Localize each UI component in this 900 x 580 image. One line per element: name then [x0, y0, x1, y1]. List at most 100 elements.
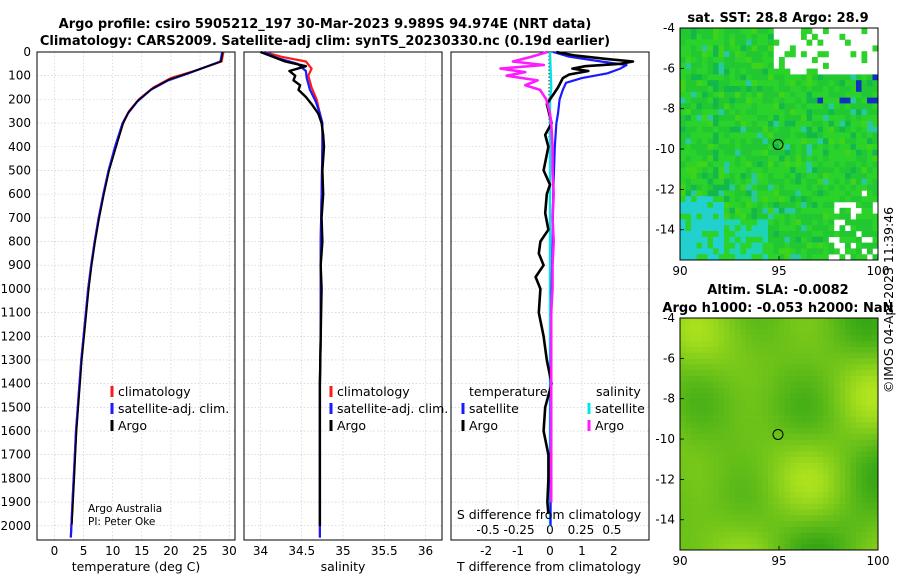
sla-cell [817, 335, 824, 342]
sst-cell [834, 91, 840, 98]
sla-cell [707, 341, 714, 348]
sst-cell [707, 173, 714, 180]
sst-cell [680, 57, 686, 64]
sla-cell [828, 387, 835, 394]
sst-cell [790, 242, 796, 249]
sla-cell [839, 503, 846, 510]
sst-cell [839, 132, 846, 139]
sla-cell [867, 474, 873, 481]
sst-cell [718, 144, 725, 151]
sla-cell [834, 410, 840, 417]
sst-cell [806, 109, 813, 116]
sla-cell [801, 364, 807, 371]
sst-cell [839, 254, 846, 261]
sst-cell [757, 45, 763, 52]
sla-cell [718, 492, 725, 499]
sst-cell [867, 225, 873, 232]
sst-cell [861, 149, 868, 156]
sst-cell [839, 74, 846, 81]
sst-cell [702, 248, 708, 255]
sst-cell [696, 207, 703, 214]
sst-cell [713, 190, 719, 197]
sst-cell [696, 178, 703, 185]
sla-cell [834, 439, 840, 446]
sla-cell [812, 410, 818, 417]
sst-cell [784, 132, 791, 139]
sla-cell [696, 451, 703, 458]
sst-cell [702, 120, 708, 127]
sla-cell [735, 335, 741, 342]
sla-cell [768, 422, 774, 429]
sst-cell [823, 231, 829, 238]
sst-cell [729, 120, 736, 127]
sla-cell [784, 538, 791, 545]
sla-cell [779, 509, 785, 516]
sst-cell [691, 213, 697, 220]
sst-cell [817, 196, 824, 203]
sla-cell [861, 422, 868, 429]
sst-cell [768, 207, 774, 214]
sst-cell [707, 80, 714, 87]
sst-cell [685, 161, 692, 168]
sst-cell [757, 138, 763, 145]
sla-cell [691, 468, 697, 475]
sla-cell [746, 538, 752, 545]
sst-cell [680, 173, 686, 180]
sst-cell [724, 126, 730, 133]
sst-cell [872, 236, 879, 243]
sst-cell [834, 167, 840, 174]
sla-cell [746, 352, 752, 359]
sla-cell [696, 428, 703, 435]
sla-cell [718, 445, 725, 452]
temperature-axes-frame [36, 51, 236, 541]
sla-cell [751, 347, 758, 354]
sst-cell [795, 126, 802, 133]
sst-cell [718, 202, 725, 209]
sla-cell [735, 457, 741, 464]
sst-cell [762, 132, 769, 139]
sla-cell [801, 416, 807, 423]
sst-cell [856, 86, 862, 93]
sst-cell [757, 248, 763, 255]
sst-cell [784, 80, 791, 87]
sla-cell [845, 335, 851, 342]
sla-cell [779, 422, 785, 429]
sla-cell [735, 329, 741, 336]
sst-cell [680, 213, 686, 220]
sla-cell [735, 422, 741, 429]
sst-cell [735, 242, 741, 249]
sst-cell [696, 190, 703, 197]
sst-cell [768, 28, 774, 35]
sst-cell [757, 51, 763, 58]
sst-cell [872, 149, 879, 156]
sst-cell [735, 202, 741, 209]
map-ytick-label: -14 [655, 223, 675, 237]
sst-cell [790, 115, 796, 122]
sst-cell [713, 167, 719, 174]
sla-cell [812, 329, 818, 336]
sla-cell [784, 410, 791, 417]
sla-cell [834, 434, 840, 441]
sst-cell [713, 248, 719, 255]
sla-cell [872, 341, 879, 348]
sla-cell [680, 509, 686, 516]
sla-cell [691, 364, 697, 371]
sla-cell [746, 422, 752, 429]
sla-cell [784, 416, 791, 423]
sst-cell [713, 51, 719, 58]
sla-cell [806, 370, 813, 377]
sla-cell [795, 521, 802, 528]
sla-cell [773, 480, 780, 487]
sla-cell [718, 364, 725, 371]
sst-cell [834, 178, 840, 185]
depth-tick-label: 1300 [0, 353, 31, 367]
sla-cell [850, 451, 857, 458]
sla-cell [718, 358, 725, 365]
sst-cell [856, 202, 862, 209]
sla-cell [746, 434, 752, 441]
sst-cell [696, 161, 703, 168]
sst-cell [795, 86, 802, 93]
sla-cell [790, 376, 796, 383]
sla-cell [872, 434, 879, 441]
sla-cell [812, 364, 818, 371]
